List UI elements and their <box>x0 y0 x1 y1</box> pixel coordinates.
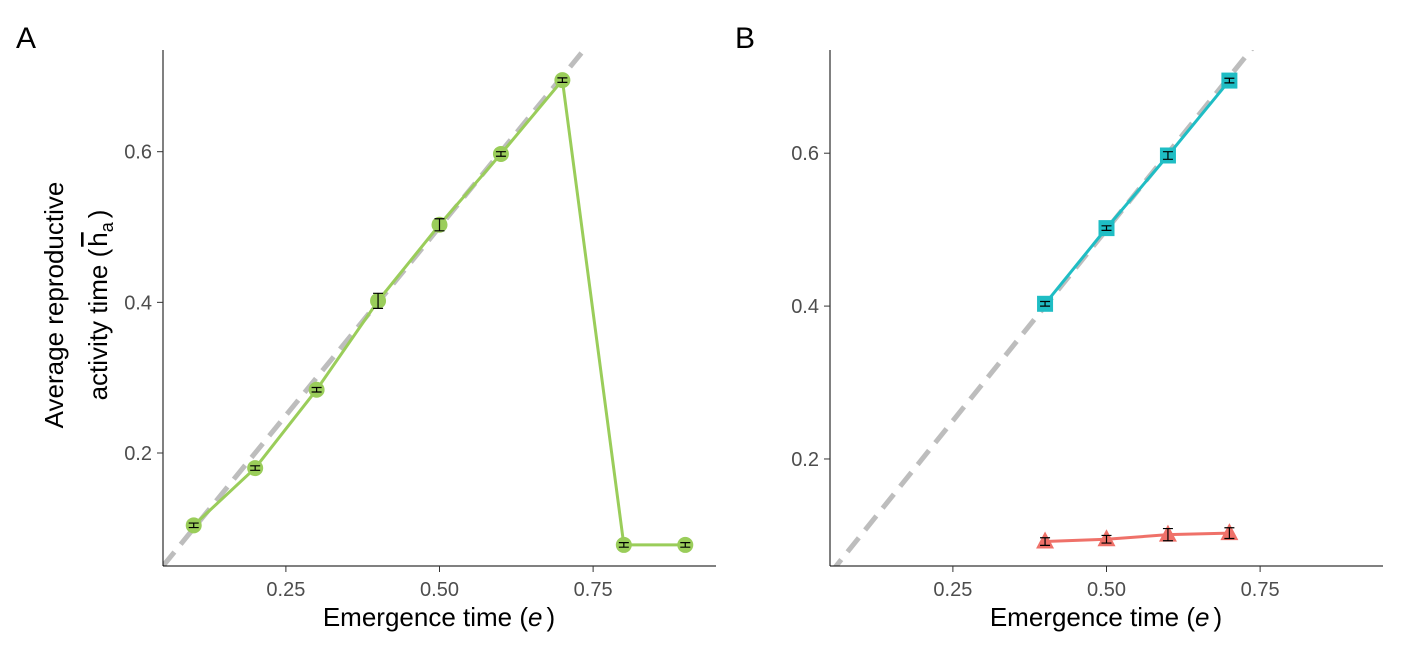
panel-b-error-bar <box>1101 225 1112 232</box>
panel-a-x-axis-title: Emergence time (e) <box>323 602 555 632</box>
panel-a-error-bar <box>188 522 199 529</box>
y-axis-title-line2: activity time (ha) <box>83 210 117 401</box>
panel-a-y-tick-label: 0.4 <box>124 292 152 314</box>
panel-a-plot-area <box>163 50 694 566</box>
panel-a-y-tick-label: 0.6 <box>124 142 152 164</box>
panel-b-y-tick-label: 0.4 <box>791 296 819 318</box>
panel-b-error-bar <box>1162 527 1173 542</box>
panel-b-error-bar <box>1101 534 1112 544</box>
panel-b-y-tick-label: 0.6 <box>791 143 819 165</box>
panel-a-error-bar <box>311 386 322 393</box>
panel-b: B 0.25 0.50 0.75 0.2 0.4 0.6 Emergence time (… <box>735 22 1383 632</box>
panel-b-x-axis-title: Emergence time (e) <box>990 602 1222 632</box>
panel-a-error-bar <box>495 151 506 157</box>
panel-a-error-bar <box>680 542 691 548</box>
panel-a-reference-line <box>163 50 588 566</box>
panel-a-y-tick-label: 0.2 <box>124 443 152 465</box>
panel-a-ticks: 0.25 0.50 0.75 0.2 0.4 0.6 <box>124 142 612 601</box>
panel-b-error-bar <box>1224 527 1235 540</box>
panel-a-series-0-line <box>192 76 686 547</box>
panel-b-series-0-line <box>1043 79 1231 305</box>
panel-b-plot-area <box>832 50 1255 566</box>
panel-a-x-tick-label: 0.25 <box>266 579 305 601</box>
panel-a-error-bar <box>373 292 384 309</box>
y-axis-title-line1: Average reproductive <box>39 182 69 429</box>
panel-a-error-bar <box>250 465 261 471</box>
panel-b-error-bar <box>1040 300 1051 307</box>
panel-a-x-tick-label: 0.75 <box>574 579 613 601</box>
panel-b-ticks: 0.25 0.50 0.75 0.2 0.4 0.6 <box>791 143 1279 601</box>
panel-b-error-bar <box>1224 77 1235 84</box>
panel-a-label: A <box>16 22 36 55</box>
panel-b-error-bar <box>1040 537 1051 546</box>
panel-b-error-bar <box>1162 151 1173 160</box>
panel-b-x-tick-label: 0.75 <box>1241 579 1280 601</box>
y-axis-title-var: h <box>83 232 113 246</box>
panel-a-error-bar <box>434 218 445 232</box>
panel-a-error-bar <box>618 542 629 548</box>
panel-a-x-tick-label: 0.50 <box>420 579 459 601</box>
panel-b-x-tick-label: 0.50 <box>1087 579 1126 601</box>
panel-a: A 0.25 0.50 0.75 0.2 0.4 0.6 Emergence time (… <box>16 22 716 632</box>
panel-b-series-1-line <box>1044 531 1230 544</box>
panel-b-x-tick-label: 0.25 <box>933 579 972 601</box>
panel-a-error-bar <box>557 77 568 83</box>
panel-b-reference-line <box>832 50 1255 566</box>
panel-a-y-axis-title: Average reproductive activity time (ha) <box>39 182 117 429</box>
panel-b-y-tick-label: 0.2 <box>791 449 819 471</box>
panel-b-label: B <box>735 22 755 55</box>
